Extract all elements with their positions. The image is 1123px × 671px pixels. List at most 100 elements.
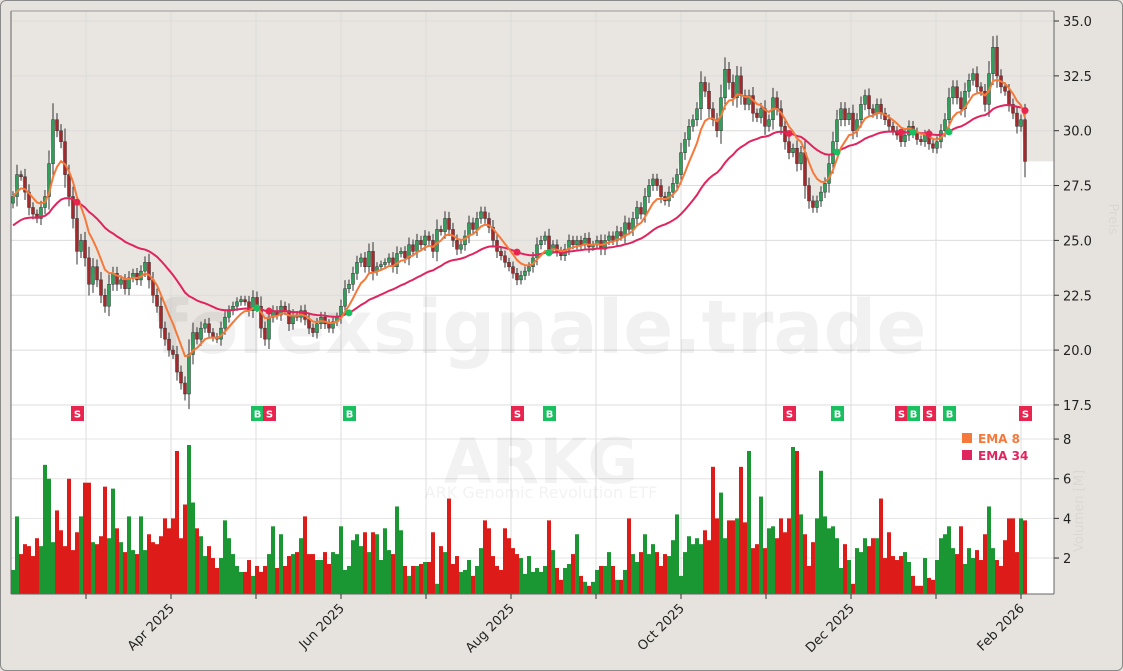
candle <box>155 295 159 307</box>
candle <box>243 299 247 303</box>
volume-bar <box>555 567 559 594</box>
volume-bar <box>787 518 791 594</box>
volume-bar <box>451 563 455 594</box>
signal-box <box>923 406 936 421</box>
sell-signal-marker: S <box>923 406 936 421</box>
candle <box>83 240 87 259</box>
candle <box>547 235 551 250</box>
x-tick-label: Dec 2025 <box>803 601 858 656</box>
volume-bar <box>531 571 535 594</box>
candle <box>767 119 771 127</box>
candle <box>847 112 851 120</box>
volume-bar <box>703 530 707 594</box>
volume-bar <box>287 556 291 594</box>
volume-bar <box>83 482 87 594</box>
volume-bar <box>699 544 703 594</box>
volume-bar <box>659 565 663 594</box>
volume-bar <box>455 556 459 594</box>
volume-bar <box>447 498 451 594</box>
volume-bar <box>795 450 799 594</box>
volume-bar <box>415 565 419 594</box>
candle <box>527 266 531 272</box>
volume-bar <box>119 542 123 594</box>
volume-bar <box>259 571 263 594</box>
volume-bar <box>271 526 275 594</box>
volume-bar <box>63 546 67 594</box>
candle <box>935 141 939 149</box>
candle <box>443 218 447 232</box>
volume-bar <box>707 540 711 594</box>
volume-bar <box>687 536 691 594</box>
signal-label: S <box>786 410 793 421</box>
candle <box>691 119 695 127</box>
candle <box>903 134 907 142</box>
candle <box>107 284 111 307</box>
volume-bar <box>719 492 723 594</box>
grid <box>11 11 1054 594</box>
signal-dot <box>73 198 81 206</box>
candle <box>251 297 255 311</box>
volume-bar <box>907 562 911 594</box>
candle <box>191 332 195 355</box>
volume-bar <box>75 532 79 594</box>
candle <box>163 327 167 340</box>
volume-bar <box>487 528 491 594</box>
signal-box <box>1019 406 1032 421</box>
volume-bar <box>43 464 47 594</box>
candle <box>31 207 35 215</box>
candle <box>55 119 59 131</box>
candle <box>259 305 263 329</box>
candle <box>455 240 459 250</box>
candle <box>875 104 879 114</box>
candle <box>995 47 999 77</box>
volume-bar <box>263 565 267 594</box>
candle <box>387 257 391 263</box>
candle <box>223 316 227 329</box>
volume-bar <box>603 565 607 594</box>
candle <box>227 310 231 318</box>
signal-label: S <box>74 410 81 421</box>
candle <box>835 119 839 142</box>
signal-dot <box>897 128 905 136</box>
signal-dot <box>1021 107 1029 115</box>
volume-bar <box>135 554 139 594</box>
volume-bar <box>887 532 891 594</box>
volume-bar <box>111 488 115 594</box>
candle <box>75 218 79 252</box>
volume-bar <box>167 528 171 594</box>
volume-bar <box>611 565 615 594</box>
volume-bar <box>927 577 931 594</box>
volume-bar <box>11 569 15 594</box>
watermark-name: ARK Genomic Revolution ETF <box>425 483 658 502</box>
candle <box>307 319 311 329</box>
volume-bar <box>523 573 527 594</box>
candle <box>235 301 239 307</box>
signal-dot <box>265 307 273 315</box>
volume-bar <box>835 538 839 594</box>
volume-bar <box>979 560 983 594</box>
volume-bar <box>695 538 699 594</box>
volume-bar <box>755 544 759 594</box>
candle <box>99 279 103 296</box>
candle <box>147 262 151 281</box>
signal-box <box>71 406 84 421</box>
candle <box>87 257 91 285</box>
signal-label: B <box>834 410 842 421</box>
candle <box>655 178 659 186</box>
signal-box <box>263 406 276 421</box>
x-tick-label: Apr 2025 <box>125 601 178 654</box>
candle <box>119 279 123 285</box>
volume-bar <box>479 548 483 594</box>
volume-bar <box>203 556 207 594</box>
volume-bar <box>343 569 347 594</box>
legend-swatch-ema34 <box>962 450 972 460</box>
volume-bar <box>931 579 935 594</box>
signal-dots <box>73 107 1029 317</box>
volume-bar <box>275 567 279 594</box>
volume-bar <box>39 546 43 594</box>
volume-bar <box>423 562 427 594</box>
candle <box>943 119 947 131</box>
sell-signal-marker: S <box>1019 406 1032 421</box>
volume-bar <box>875 538 879 594</box>
volume-bar <box>35 538 39 594</box>
